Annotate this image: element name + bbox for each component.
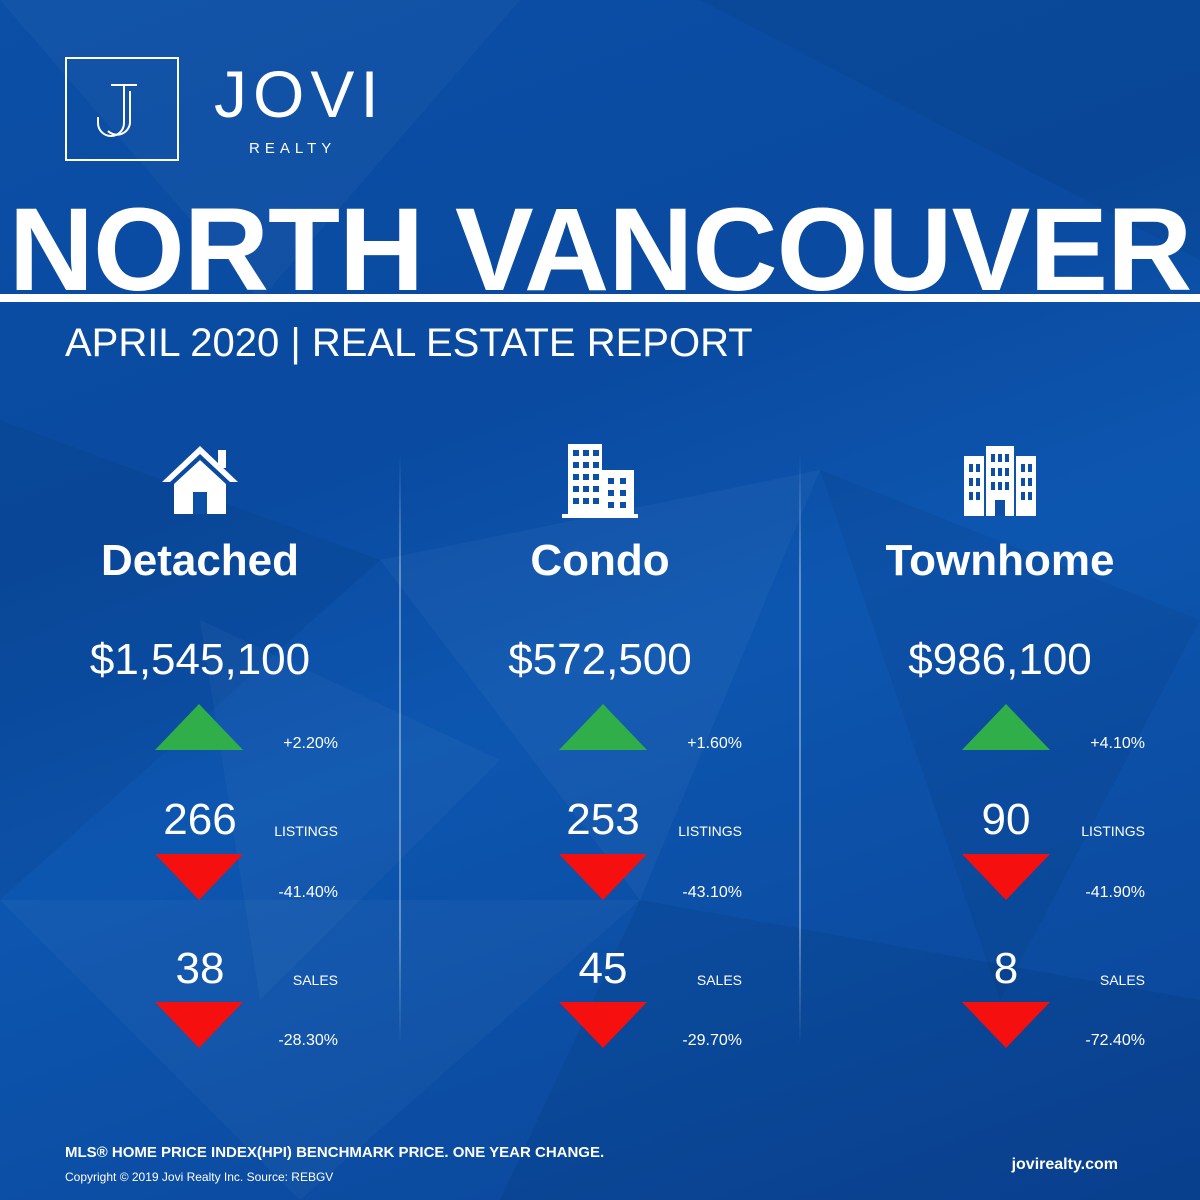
listings-value: 266: [163, 795, 237, 844]
listings-label: LISTINGS: [274, 823, 338, 839]
listings-change: -43.10%: [682, 884, 742, 901]
listings-change: -41.90%: [1085, 884, 1145, 901]
title-underline: [0, 294, 1200, 302]
condo-building-icon: [562, 444, 638, 518]
arrow-up-icon: [155, 704, 243, 750]
arrow-down-icon: [962, 854, 1050, 900]
sales-value: 38: [175, 944, 225, 993]
sales-change: -72.40%: [1085, 1032, 1145, 1049]
logo-mark: [65, 57, 179, 161]
column-divider: [399, 455, 401, 1045]
property-type: Condo: [530, 536, 670, 585]
sales-label: SALES: [292, 972, 338, 988]
arrow-down-icon: [559, 1002, 647, 1048]
sales-label: SALES: [1099, 972, 1145, 988]
arrow-up-icon: [962, 704, 1050, 750]
house-icon: [162, 446, 238, 514]
sales-change: -28.30%: [278, 1032, 338, 1049]
column-townhome: Townhome $986,100 +4.10% 90 LISTINGS -41…: [810, 440, 1190, 1080]
column-detached: Detached $1,545,100 +2.20% 266 LISTINGS …: [10, 440, 390, 1080]
townhome-building-icon: [964, 446, 1036, 516]
listings-value: 90: [981, 795, 1031, 844]
arrow-up-icon: [559, 704, 647, 750]
benchmark-price: $986,100: [908, 635, 1092, 684]
website-link[interactable]: jovirealty.com: [1011, 1156, 1118, 1173]
listings-value: 253: [566, 795, 640, 844]
logo-j-icon: [97, 84, 137, 137]
listings-label: LISTINGS: [678, 823, 742, 839]
price-change: +4.10%: [1090, 735, 1145, 752]
sales-value: 45: [578, 944, 628, 993]
footer-note: MLS® HOME PRICE INDEX(HPI) BENCHMARK PRI…: [65, 1144, 605, 1161]
listings-change: -41.40%: [278, 884, 338, 901]
sales-change: -29.70%: [682, 1032, 742, 1049]
page-title: NORTH VANCOUVER: [8, 184, 1193, 316]
arrow-down-icon: [155, 854, 243, 900]
brand-name: JOVI: [214, 57, 385, 131]
price-change: +1.60%: [687, 735, 742, 752]
price-change: +2.20%: [283, 735, 338, 752]
listings-label: LISTINGS: [1081, 823, 1145, 839]
arrow-down-icon: [559, 854, 647, 900]
benchmark-price: $572,500: [508, 635, 692, 684]
arrow-down-icon: [155, 1002, 243, 1048]
column-divider: [799, 455, 801, 1045]
brand-tagline: REALTY: [249, 140, 337, 157]
report-subtitle: APRIL 2020 | REAL ESTATE REPORT: [65, 321, 753, 365]
benchmark-price: $1,545,100: [89, 635, 311, 684]
footer-copyright: Copyright © 2019 Jovi Realty Inc. Source…: [65, 1170, 334, 1184]
sales-label: SALES: [696, 972, 742, 988]
column-condo: Condo $572,500 +1.60% 253 LISTINGS -43.1…: [410, 440, 790, 1080]
arrow-down-icon: [962, 1002, 1050, 1048]
property-type: Townhome: [885, 536, 1115, 585]
sales-value: 8: [993, 944, 1019, 993]
property-type: Detached: [100, 536, 300, 585]
